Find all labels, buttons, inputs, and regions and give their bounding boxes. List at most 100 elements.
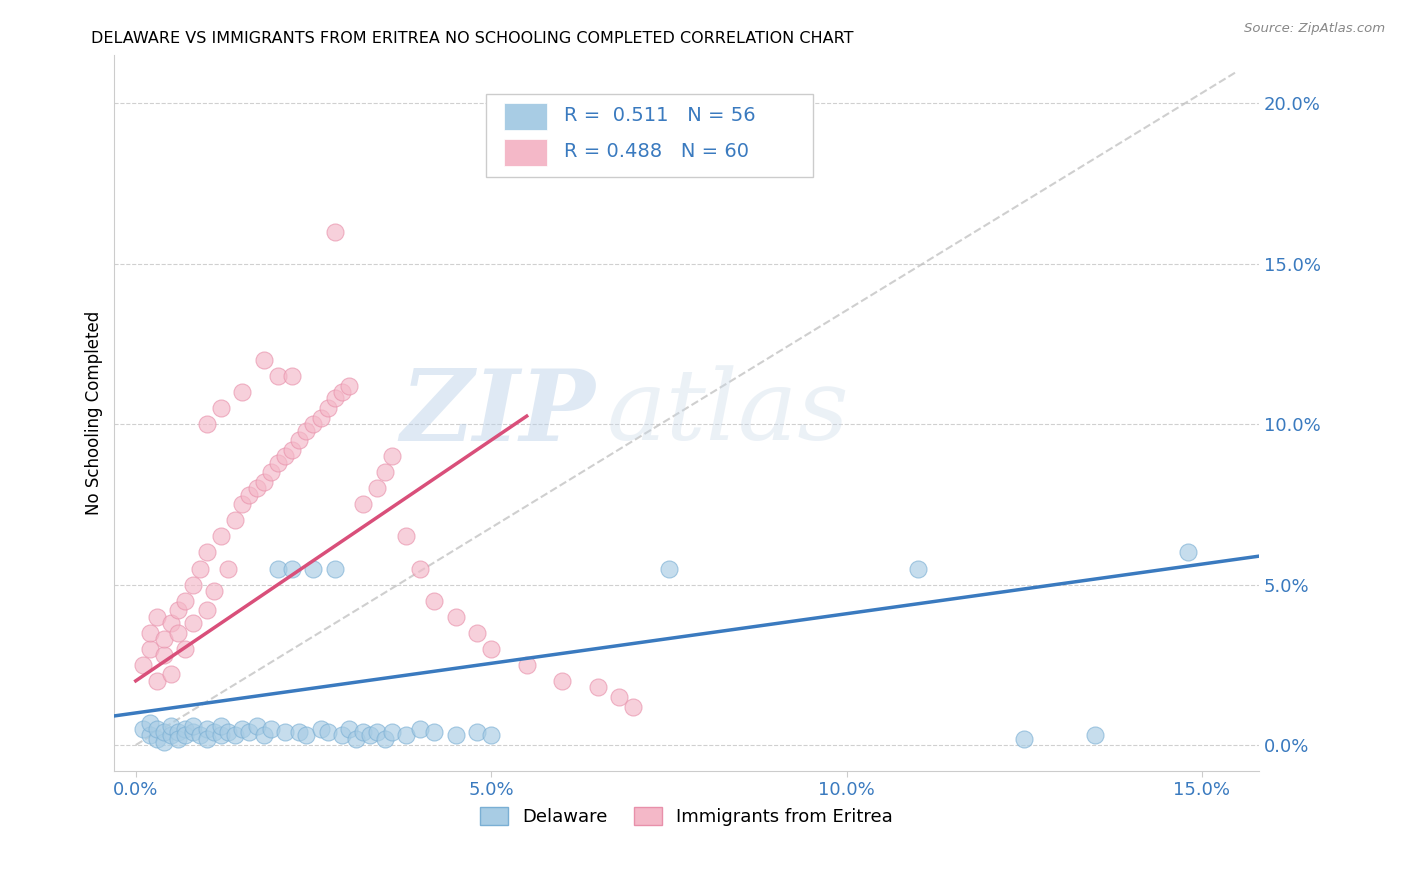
Point: [253, 728, 276, 742]
Point: [295, 728, 318, 742]
Point: [195, 603, 218, 617]
Point: [516, 657, 538, 672]
Point: [302, 561, 325, 575]
Point: [381, 449, 404, 463]
Point: [330, 728, 353, 742]
Point: [167, 625, 190, 640]
Point: [153, 648, 176, 663]
Point: [188, 728, 211, 742]
Point: [139, 625, 162, 640]
Point: [444, 728, 467, 742]
Point: [167, 725, 190, 739]
Point: [395, 529, 418, 543]
Point: [209, 401, 232, 416]
Point: [1177, 545, 1199, 559]
Point: [202, 584, 225, 599]
Point: [586, 680, 609, 694]
Point: [465, 625, 488, 640]
Point: [281, 442, 304, 457]
Point: [153, 632, 176, 647]
Point: [167, 603, 190, 617]
Point: [323, 225, 346, 239]
Point: [160, 719, 183, 733]
Point: [302, 417, 325, 432]
Point: [238, 725, 260, 739]
Point: [359, 728, 381, 742]
Point: [231, 722, 253, 736]
Legend: Delaware, Immigrants from Eritrea: Delaware, Immigrants from Eritrea: [481, 806, 893, 826]
Point: [409, 722, 432, 736]
Point: [160, 667, 183, 681]
Point: [231, 497, 253, 511]
Point: [217, 725, 239, 739]
Point: [551, 673, 574, 688]
Point: [146, 673, 169, 688]
Text: R =  0.511   N = 56: R = 0.511 N = 56: [564, 106, 756, 126]
Point: [188, 561, 211, 575]
Text: R = 0.488   N = 60: R = 0.488 N = 60: [564, 142, 749, 161]
Point: [274, 725, 297, 739]
Point: [160, 728, 183, 742]
Point: [174, 722, 197, 736]
Y-axis label: No Schooling Completed: No Schooling Completed: [86, 310, 103, 515]
Point: [181, 725, 204, 739]
Point: [146, 731, 169, 746]
Point: [160, 616, 183, 631]
Point: [260, 722, 283, 736]
Point: [238, 488, 260, 502]
Point: [267, 456, 290, 470]
Point: [409, 561, 432, 575]
Point: [479, 728, 502, 742]
Point: [465, 725, 488, 739]
Point: [139, 641, 162, 656]
Point: [607, 690, 630, 704]
Point: [174, 593, 197, 607]
Text: Source: ZipAtlas.com: Source: ZipAtlas.com: [1244, 22, 1385, 36]
Point: [337, 378, 360, 392]
Point: [621, 699, 644, 714]
Point: [395, 728, 418, 742]
Point: [167, 731, 190, 746]
Point: [253, 353, 276, 368]
Point: [146, 722, 169, 736]
Point: [181, 616, 204, 631]
Point: [174, 641, 197, 656]
Point: [209, 728, 232, 742]
Point: [423, 725, 446, 739]
FancyBboxPatch shape: [486, 95, 813, 177]
Point: [224, 513, 246, 527]
Point: [337, 722, 360, 736]
Point: [153, 735, 176, 749]
Point: [195, 731, 218, 746]
Point: [907, 561, 929, 575]
Point: [253, 475, 276, 489]
Point: [231, 385, 253, 400]
Point: [352, 497, 374, 511]
Point: [323, 392, 346, 406]
Point: [1012, 731, 1035, 746]
Point: [658, 561, 681, 575]
Point: [202, 725, 225, 739]
Point: [139, 715, 162, 730]
Point: [195, 417, 218, 432]
Text: DELAWARE VS IMMIGRANTS FROM ERITREA NO SCHOOLING COMPLETED CORRELATION CHART: DELAWARE VS IMMIGRANTS FROM ERITREA NO S…: [91, 31, 853, 46]
Point: [260, 465, 283, 479]
Point: [195, 722, 218, 736]
Point: [309, 722, 332, 736]
Point: [295, 424, 318, 438]
Point: [444, 609, 467, 624]
Point: [316, 401, 339, 416]
Text: atlas: atlas: [606, 365, 849, 460]
Point: [281, 561, 304, 575]
Point: [267, 369, 290, 384]
Point: [132, 657, 155, 672]
Point: [330, 385, 353, 400]
Bar: [503, 139, 547, 166]
Point: [245, 481, 267, 495]
Bar: [503, 103, 547, 130]
Point: [209, 529, 232, 543]
Point: [373, 465, 395, 479]
Point: [132, 722, 155, 736]
Point: [181, 577, 204, 591]
Point: [309, 410, 332, 425]
